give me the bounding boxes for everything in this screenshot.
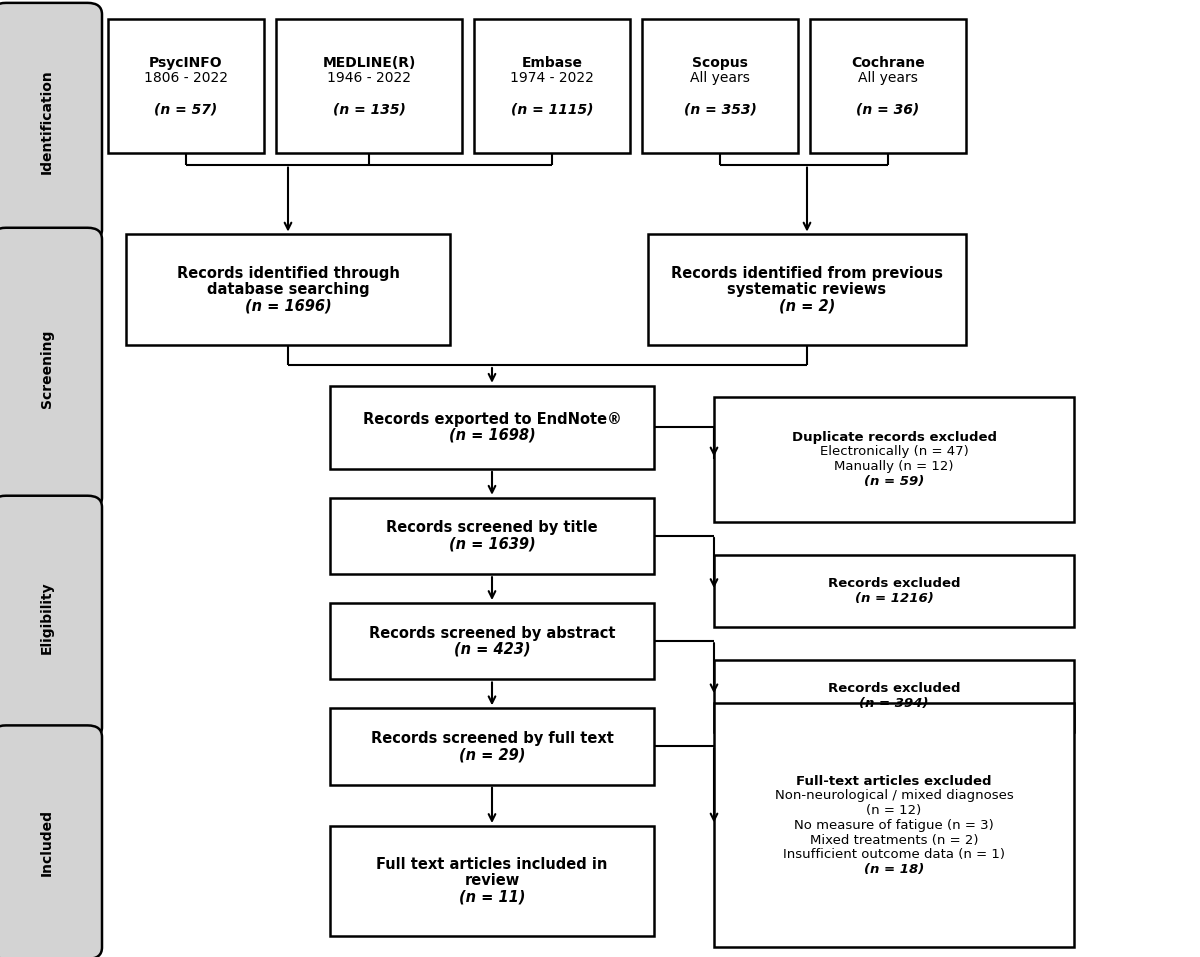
Text: 1974 - 2022: 1974 - 2022 <box>510 72 594 85</box>
Text: (n = 1216): (n = 1216) <box>854 591 934 605</box>
Text: Identification: Identification <box>40 70 54 174</box>
Text: (n = 57): (n = 57) <box>155 102 217 117</box>
Text: MEDLINE(R): MEDLINE(R) <box>323 56 415 70</box>
Text: All years: All years <box>858 72 918 85</box>
Text: Mixed treatments (n = 2): Mixed treatments (n = 2) <box>810 834 978 847</box>
Text: (n = 1639): (n = 1639) <box>449 537 535 551</box>
FancyBboxPatch shape <box>474 19 630 153</box>
Text: Screening: Screening <box>40 329 54 408</box>
FancyBboxPatch shape <box>714 397 1074 522</box>
Text: Duplicate records excluded: Duplicate records excluded <box>792 431 996 444</box>
Text: (n = 135): (n = 135) <box>332 102 406 117</box>
Text: (n = 18): (n = 18) <box>864 863 924 876</box>
Text: (n = 59): (n = 59) <box>864 475 924 488</box>
FancyBboxPatch shape <box>126 234 450 345</box>
Text: Records screened by title: Records screened by title <box>386 521 598 535</box>
Text: (n = 1698): (n = 1698) <box>449 428 535 443</box>
Text: Scopus: Scopus <box>692 56 748 70</box>
Text: (n = 12): (n = 12) <box>866 804 922 817</box>
Text: Eligibility: Eligibility <box>40 581 54 654</box>
Text: systematic reviews: systematic reviews <box>727 282 887 297</box>
Text: No measure of fatigue (n = 3): No measure of fatigue (n = 3) <box>794 819 994 832</box>
FancyBboxPatch shape <box>330 498 654 574</box>
FancyBboxPatch shape <box>714 703 1074 947</box>
Text: Records excluded: Records excluded <box>828 577 960 590</box>
Text: Records exported to EndNote®: Records exported to EndNote® <box>362 412 622 427</box>
FancyBboxPatch shape <box>642 19 798 153</box>
Text: Records identified through: Records identified through <box>176 266 400 280</box>
FancyBboxPatch shape <box>330 603 654 679</box>
Text: database searching: database searching <box>206 282 370 297</box>
FancyBboxPatch shape <box>330 826 654 936</box>
Text: Insufficient outcome data (n = 1): Insufficient outcome data (n = 1) <box>784 848 1006 861</box>
Text: (n = 11): (n = 11) <box>458 890 526 904</box>
Text: 1806 - 2022: 1806 - 2022 <box>144 72 228 85</box>
Text: (n = 1115): (n = 1115) <box>511 102 593 117</box>
Text: 1946 - 2022: 1946 - 2022 <box>326 72 410 85</box>
Text: (n = 353): (n = 353) <box>684 102 756 117</box>
Text: (n = 423): (n = 423) <box>454 642 530 657</box>
FancyBboxPatch shape <box>0 228 102 509</box>
FancyBboxPatch shape <box>330 386 654 469</box>
Text: Records identified from previous: Records identified from previous <box>671 266 943 280</box>
Text: Manually (n = 12): Manually (n = 12) <box>834 460 954 473</box>
Text: review: review <box>464 874 520 888</box>
Text: Records screened by full text: Records screened by full text <box>371 731 613 746</box>
Text: Records screened by abstract: Records screened by abstract <box>368 626 616 640</box>
Text: Non-neurological / mixed diagnoses: Non-neurological / mixed diagnoses <box>775 790 1013 803</box>
Text: All years: All years <box>690 72 750 85</box>
Text: Full-text articles excluded: Full-text articles excluded <box>797 775 991 788</box>
FancyBboxPatch shape <box>714 660 1074 732</box>
Text: Electronically (n = 47): Electronically (n = 47) <box>820 446 968 458</box>
Text: Embase: Embase <box>522 56 582 70</box>
Text: (n = 1696): (n = 1696) <box>245 299 331 313</box>
FancyBboxPatch shape <box>810 19 966 153</box>
FancyBboxPatch shape <box>276 19 462 153</box>
FancyBboxPatch shape <box>648 234 966 345</box>
FancyBboxPatch shape <box>0 496 102 739</box>
FancyBboxPatch shape <box>108 19 264 153</box>
Text: Included: Included <box>40 809 54 876</box>
FancyBboxPatch shape <box>0 3 102 241</box>
Text: (n = 29): (n = 29) <box>458 747 526 762</box>
FancyBboxPatch shape <box>330 708 654 785</box>
Text: (n = 394): (n = 394) <box>859 697 929 710</box>
Text: (n = 36): (n = 36) <box>857 102 919 117</box>
Text: Full text articles included in: Full text articles included in <box>377 857 607 872</box>
Text: Records excluded: Records excluded <box>828 682 960 696</box>
Text: Cochrane: Cochrane <box>851 56 925 70</box>
Text: (n = 2): (n = 2) <box>779 299 835 313</box>
FancyBboxPatch shape <box>0 725 102 957</box>
Text: PsycINFO: PsycINFO <box>149 56 223 70</box>
FancyBboxPatch shape <box>714 555 1074 627</box>
